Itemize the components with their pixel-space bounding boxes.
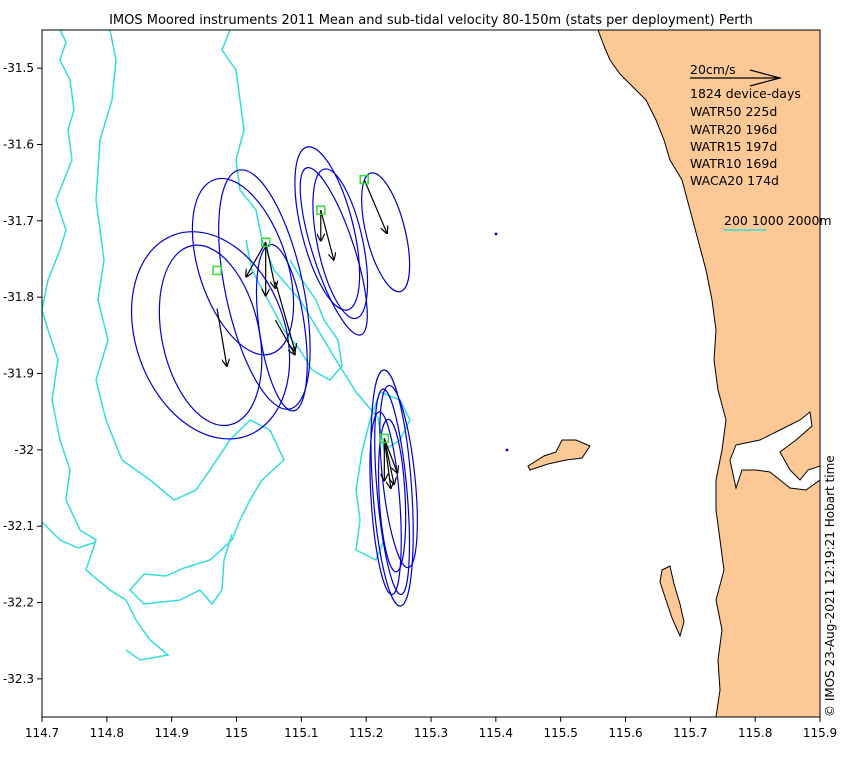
velocity-arrow [265, 242, 276, 288]
velocity-arrow [383, 438, 394, 484]
x-tick-label: 115.8 [738, 726, 772, 740]
x-tick-label: 115.5 [543, 726, 577, 740]
y-axis-ticks: -31.5 -31.6 -31.7 -31.8 -31.9 -32 -32.1 -32.2 -3… [3, 61, 42, 686]
mooring-station-marker [359, 174, 369, 185]
mooring-station-marker [316, 205, 326, 215]
plot-area [42, 30, 820, 717]
credit-text: © IMOS 23-Aug-2021 12:19:21 Hobart time [823, 455, 837, 717]
y-tick-label: -31.5 [3, 61, 34, 75]
deployment-label: WATR20 196d [690, 122, 777, 137]
deployment-label: WACA20 174d [690, 173, 779, 188]
y-tick-label: -31.7 [3, 214, 34, 228]
x-tick-label: 115.3 [414, 726, 448, 740]
deployment-label: WATR10 169d [690, 156, 777, 171]
river-estuary [729, 411, 820, 491]
scale-arrowhead [749, 69, 783, 87]
variance-ellipses [130, 146, 418, 607]
x-tick-label: 114.8 [90, 726, 124, 740]
y-tick-label: -31.8 [3, 290, 34, 304]
velocity-arrow [383, 438, 397, 472]
variance-ellipse [299, 167, 368, 336]
velocity-arrow [216, 308, 227, 366]
y-tick-label: -32 [14, 443, 34, 457]
velocity-arrow [320, 209, 334, 260]
x-tick-label: 115.2 [349, 726, 383, 740]
coastline-land [597, 30, 820, 717]
variance-ellipse [191, 177, 295, 356]
x-tick-label: 115.6 [608, 726, 642, 740]
islet-dot [494, 232, 498, 236]
y-tick-label: -32.2 [3, 596, 34, 610]
chart-title: IMOS Moored instruments 2011 Mean and su… [109, 13, 753, 28]
mooring-stations [212, 174, 390, 444]
mooring-station-marker [260, 237, 271, 247]
variance-ellipse [370, 369, 414, 607]
bathymetry-contours [42, 30, 411, 661]
rottnest-island [527, 439, 591, 471]
y-tick-label: -31.9 [3, 367, 34, 381]
velocity-arrow [246, 241, 267, 276]
mooring-station-marker [379, 433, 390, 444]
variance-ellipse [218, 169, 311, 410]
depth-contour-legend: 200 1000 2000m [724, 213, 832, 228]
x-tick-label: 114.7 [25, 726, 59, 740]
velocity-arrow [274, 281, 294, 351]
velocity-arrow [363, 179, 387, 233]
variance-ellipse [369, 411, 402, 596]
y-tick-label: -32.1 [3, 519, 34, 533]
y-tick-label: -31.6 [3, 138, 34, 152]
variance-ellipse [312, 168, 369, 320]
x-tick-label: 115 [225, 726, 248, 740]
legend: 20cm/s 1824 device-days WATR50 225d WATR… [690, 62, 832, 231]
x-tick-label: 115.1 [284, 726, 318, 740]
x-tick-label: 114.9 [154, 726, 188, 740]
y-tick-label: -32.3 [3, 672, 34, 686]
variance-ellipse [377, 418, 407, 573]
islet-dot [505, 448, 509, 452]
velocity-arrows [216, 179, 397, 488]
x-tick-label: 115.9 [803, 726, 837, 740]
deployment-label: WATR15 197d [690, 139, 777, 154]
x-axis-ticks: 114.7 114.8 114.9 115 115.1 115.2 115.3 115.4 11… [25, 717, 837, 740]
x-tick-label: 115.7 [673, 726, 707, 740]
deployment-label: WATR50 225d [690, 104, 777, 119]
velocity-arrow [383, 438, 390, 488]
variance-ellipse [361, 172, 411, 293]
variance-ellipse [130, 231, 291, 440]
summary-label: 1824 device-days [690, 86, 801, 101]
x-tick-label: 115.4 [479, 726, 513, 740]
scale-label: 20cm/s [690, 62, 736, 77]
variance-ellipse [294, 146, 361, 311]
mooring-station-marker [212, 265, 222, 276]
variance-ellipse [374, 388, 411, 596]
garden-island [659, 565, 685, 638]
variance-ellipse [158, 244, 263, 427]
